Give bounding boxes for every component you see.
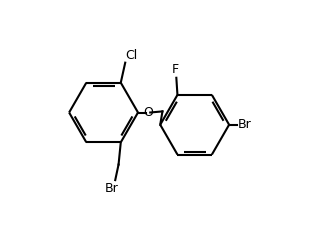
Text: Br: Br [238,118,252,131]
Text: F: F [172,63,179,76]
Text: Br: Br [105,182,119,195]
Text: O: O [143,106,153,119]
Text: Cl: Cl [125,49,137,62]
